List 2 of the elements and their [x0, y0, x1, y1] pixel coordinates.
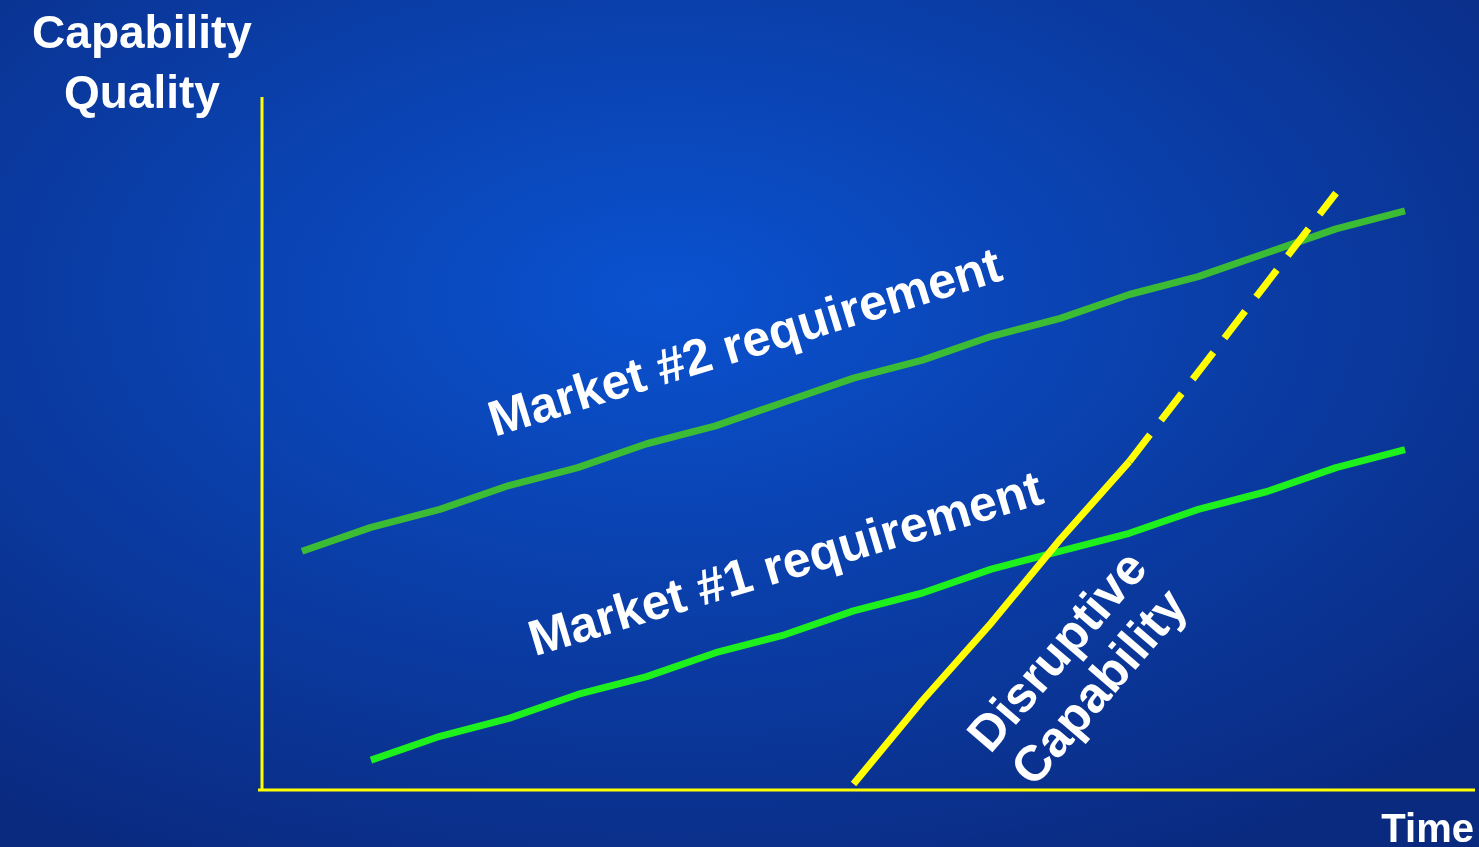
x-axis-title: Time	[1381, 806, 1474, 847]
y-axis-title: Capability Quality	[32, 6, 253, 118]
